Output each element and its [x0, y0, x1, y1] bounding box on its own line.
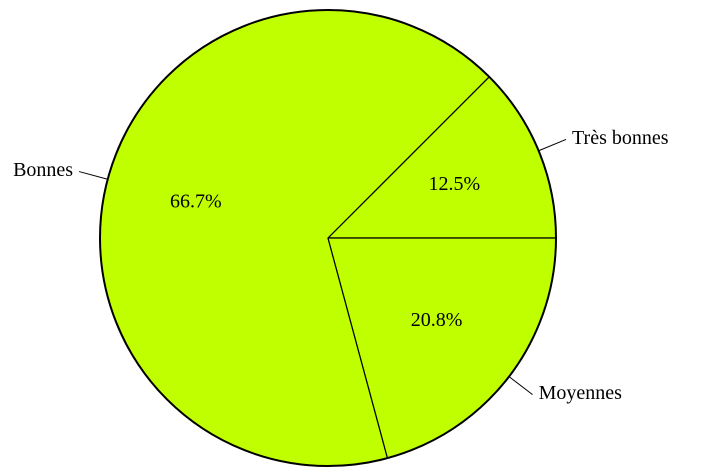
leader-line	[78, 171, 108, 180]
leader-line	[538, 138, 567, 152]
category-label: Très bonnes	[572, 127, 669, 149]
value-label: 66.7%	[170, 190, 222, 212]
pie-outline	[99, 9, 557, 467]
category-label: Moyennes	[539, 382, 623, 404]
value-label: 20.8%	[411, 309, 463, 331]
leader-line	[508, 376, 533, 396]
value-label: 12.5%	[429, 173, 481, 195]
category-label: Bonnes	[13, 159, 73, 181]
